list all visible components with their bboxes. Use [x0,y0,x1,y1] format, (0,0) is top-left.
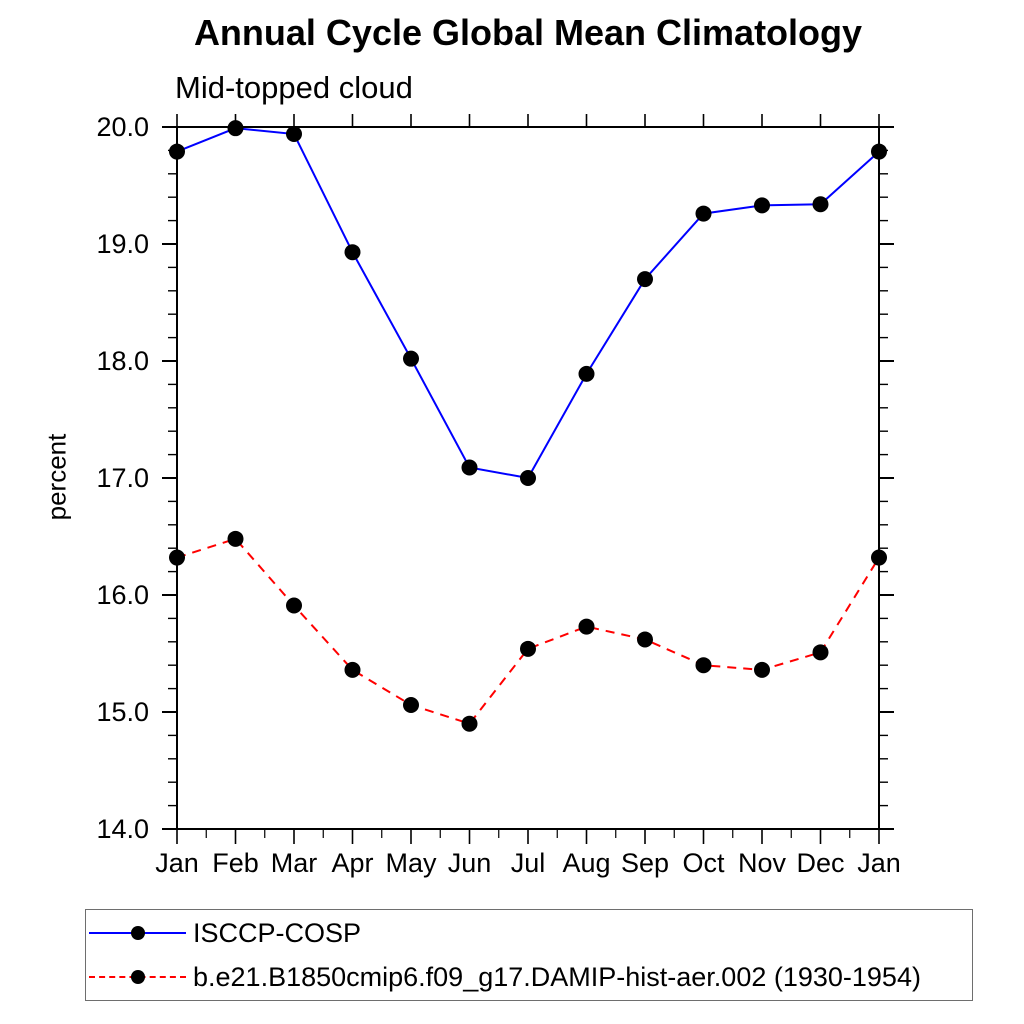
data-point-marker [578,365,595,382]
data-point-marker [695,205,712,222]
data-point-marker [871,549,887,566]
legend-label: ISCCP-COSP [193,917,362,948]
data-point-marker [461,459,478,476]
data-point-marker [812,644,829,661]
legend-box: ISCCP-COSP b.e21.B1850cmip6.f09_g17.DAMI… [85,909,973,1001]
data-point-marker [169,143,185,160]
x-tick-label: Dec [796,848,844,878]
data-point-marker [403,696,419,713]
data-point-marker [871,143,887,160]
legend-marker-dot-icon [130,970,145,984]
data-point-marker [344,661,361,678]
x-tick-label: Jan [155,848,199,878]
data-point-marker [520,640,536,657]
data-point-marker [169,549,185,566]
legend-line-sample-isccp [89,925,186,941]
y-tick-label: 17.0 [96,463,149,493]
x-tick-label: Apr [331,848,373,878]
y-tick-label: 16.0 [96,580,149,610]
y-tick-label: 14.0 [96,814,149,844]
data-point-marker [637,631,653,648]
data-point-marker [227,120,244,137]
x-tick-label: Nov [738,848,787,878]
x-tick-label: Sep [621,848,669,878]
data-point-marker [461,715,478,732]
legend-item-model: b.e21.B1850cmip6.f09_g17.DAMIP-hist-aer.… [86,958,972,996]
x-tick-label: Oct [682,848,725,878]
data-point-marker [754,197,770,214]
series-line-1 [176,537,880,725]
data-point-marker [286,126,302,143]
data-point-marker [637,271,653,288]
x-tick-label: Jun [448,848,492,878]
legend-item-isccp: ISCCP-COSP [86,914,972,952]
data-point-marker [695,657,712,674]
data-point-marker [227,530,244,547]
chart-title: Annual Cycle Global Mean Climatology [193,12,863,53]
data-point-marker [812,196,829,213]
y-tick-label: 18.0 [96,346,149,376]
series-line-0 [176,127,880,480]
x-tick-label: Jan [857,848,901,878]
data-point-marker [403,350,419,367]
x-tick-label: Mar [271,848,318,878]
chart-subtitle: Mid-topped cloud [175,70,413,105]
data-point-marker [344,244,361,261]
data-point-marker [578,618,595,635]
y-tick-label: 19.0 [96,229,149,259]
x-tick-label: May [385,848,437,878]
y-tick-label: 20.0 [96,112,149,142]
legend-marker-dot-icon [130,926,145,940]
x-tick-label: Jul [511,848,546,878]
x-tick-label: Feb [212,848,259,878]
legend-label: b.e21.B1850cmip6.f09_g17.DAMIP-hist-aer.… [193,961,921,992]
data-point-marker [286,597,302,614]
legend-line-sample-model [89,969,186,985]
data-point-marker [754,661,770,678]
x-tick-label: Aug [562,848,610,878]
data-point-marker [520,470,536,486]
y-tick-label: 15.0 [96,697,149,727]
